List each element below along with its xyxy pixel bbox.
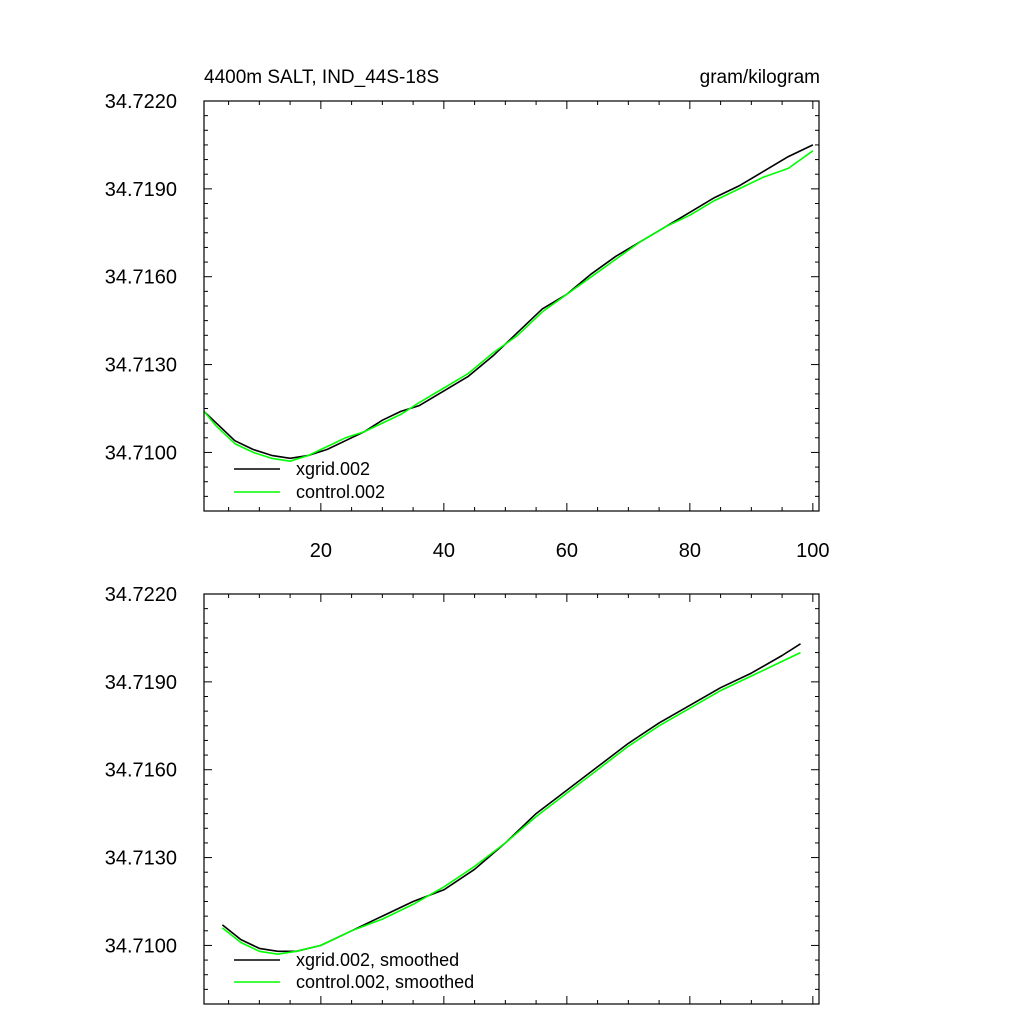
top-xtick-label: 40 (433, 540, 455, 562)
top-title: 4400m SALT, IND_44S-18S (204, 67, 439, 88)
bottom-series-group (221, 643, 801, 956)
bottom-legend-label-control: control.002, smoothed (296, 972, 474, 992)
bottom-y-tick-labels: 34.7100 34.7130 34.7160 34.7190 34.7220 (105, 584, 177, 957)
top-xtick-label: 80 (679, 540, 701, 562)
top-xtick-label: 100 (796, 540, 829, 562)
bottom-panel: 34.7100 34.7130 34.7160 34.7190 34.7220 xgri… (105, 584, 820, 1005)
top-xtick-label: 20 (310, 540, 332, 562)
top-x-tick-labels: 20 40 60 80 100 (310, 540, 830, 562)
bottom-ytick-label: 34.7130 (105, 848, 177, 870)
top-series-group (203, 144, 814, 463)
bottom-ytick-label: 34.7100 (105, 935, 177, 957)
bottom-series-line-control (221, 651, 801, 956)
top-ytick-label: 34.7160 (105, 267, 177, 289)
top-legend-label-xgrid: xgrid.002 (296, 459, 370, 479)
top-units: gram/kilogram (700, 67, 820, 88)
bottom-plot-frame (203, 593, 820, 1005)
top-legend-label-control: control.002 (296, 482, 385, 502)
bottom-ytick-label: 34.7220 (105, 584, 177, 606)
bottom-legend-label-xgrid: xgrid.002, smoothed (296, 950, 459, 970)
top-ytick-label: 34.7100 (105, 442, 177, 464)
top-series-line-xgrid (203, 144, 814, 460)
top-y-tick-labels: 34.7100 34.7130 34.7160 34.7190 34.7220 (105, 91, 177, 464)
top-ytick-label: 34.7130 (105, 355, 177, 377)
bottom-series-line-xgrid (221, 643, 801, 953)
top-tick-marks (204, 100, 819, 512)
top-ytick-label: 34.7220 (105, 91, 177, 113)
top-legend: xgrid.002 control.002 (234, 459, 385, 502)
top-panel: 4400m SALT, IND_44S-18S gram/kilogram 34… (105, 67, 830, 562)
top-series-line-control (203, 150, 814, 463)
bottom-ytick-label: 34.7160 (105, 760, 177, 782)
top-xtick-label: 60 (556, 540, 578, 562)
bottom-ytick-label: 34.7190 (105, 672, 177, 694)
bottom-tick-marks (204, 593, 819, 1005)
top-plot-frame (203, 100, 820, 512)
bottom-legend: xgrid.002, smoothed control.002, smoothe… (234, 950, 474, 992)
top-ytick-label: 34.7190 (105, 179, 177, 201)
